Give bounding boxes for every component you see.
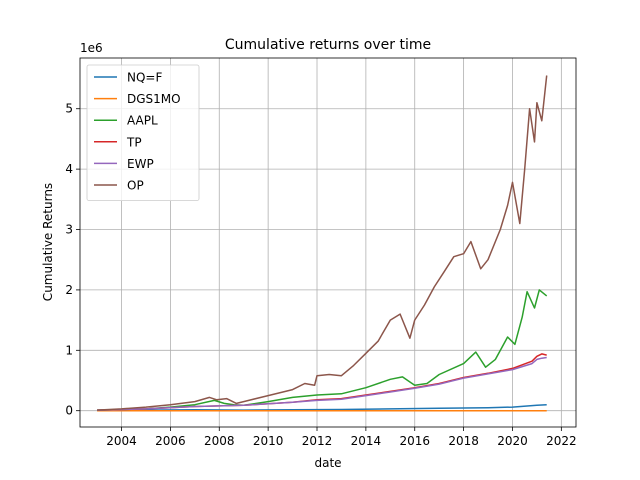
x-tick-label: 2018 (448, 434, 479, 448)
legend-label: TP (126, 135, 142, 149)
y-axis-ticks: 0 1 2 3 4 5 (65, 102, 80, 418)
x-axis-ticks: 2004 2006 2008 2010 2012 2014 2016 2018 2020 2022 (106, 427, 577, 448)
series-lines (97, 75, 548, 412)
y-tick-label: 4 (65, 162, 73, 176)
x-tick-label: 2010 (253, 434, 284, 448)
series-line-5 (97, 75, 548, 411)
x-tick-label: 2014 (351, 434, 382, 448)
series-line-2 (97, 289, 548, 411)
x-tick-label: 2020 (497, 434, 528, 448)
x-tick-label: 2022 (546, 434, 577, 448)
x-tick-label: 2008 (204, 434, 235, 448)
y-axis-label: Cumulative Returns (41, 183, 55, 301)
legend-label: OP (127, 179, 144, 193)
y-tick-label: 3 (65, 223, 73, 237)
x-tick-label: 2004 (106, 434, 137, 448)
y-tick-label: 0 (65, 404, 73, 418)
legend-label: AAPL (127, 114, 158, 128)
x-tick-label: 2016 (399, 434, 430, 448)
plot-frame (79, 57, 577, 428)
legend-label: EWP (127, 157, 154, 171)
y-tick-label: 2 (65, 283, 73, 297)
series-line-0 (97, 403, 547, 412)
y-tick-label: 1 (65, 343, 73, 357)
x-tick-label: 2012 (302, 434, 333, 448)
y-offset-text: 1e6 (80, 41, 103, 55)
x-tick-label: 2006 (155, 434, 186, 448)
chart-title: Cumulative returns over time (225, 37, 431, 53)
x-axis-label: date (314, 456, 341, 470)
legend-label: DGS1MO (127, 92, 181, 106)
series-line-4 (97, 356, 547, 411)
legend-label: NQ=F (127, 71, 162, 85)
legend: NQ=F DGS1MO AAPL TP EWP OP (86, 64, 200, 202)
y-tick-label: 5 (65, 102, 73, 116)
